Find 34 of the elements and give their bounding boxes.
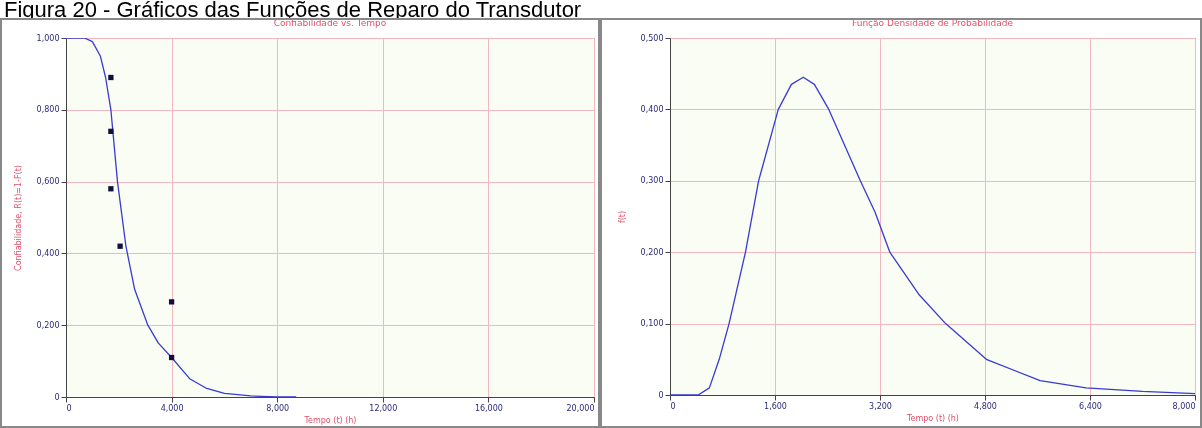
- point: [168, 299, 175, 305]
- point: [108, 186, 114, 192]
- x-axis-title: Tempo (t) (h): [303, 415, 357, 425]
- y-tick-label: 0: [54, 392, 60, 402]
- x-tick-label: 1,600: [764, 401, 787, 411]
- point: [108, 128, 114, 134]
- x-tick-label: 3,200: [869, 401, 892, 411]
- x-tick-label: 0: [670, 401, 676, 411]
- y-tick-label: 0,200: [640, 247, 664, 257]
- y-axis-title: f(t): [617, 210, 627, 224]
- point: [117, 243, 123, 249]
- y-tick-label: 1,000: [36, 33, 60, 43]
- x-tick-label: 4,800: [974, 401, 997, 411]
- y-tick-label: 0: [658, 390, 664, 400]
- y-tick-label: 0,600: [36, 177, 60, 187]
- y-tick-label: 0,400: [36, 248, 60, 258]
- x-tick-label: 12,000: [369, 403, 398, 413]
- y-axis-title: Confiabilidade, R(t)=1-F(t): [13, 165, 23, 271]
- x-axis-title: Tempo (t) (h): [906, 413, 959, 423]
- y-tick-label: 0,300: [640, 176, 664, 186]
- y-tick-label: 0,100: [640, 319, 664, 329]
- y-tick-label: 0,500: [640, 33, 664, 43]
- x-tick-label: 4,000: [160, 403, 184, 413]
- y-tick-label: 0,400: [640, 104, 664, 114]
- point: [108, 74, 114, 81]
- x-tick-label: 0: [66, 403, 72, 413]
- chart-title: Confiabilidade vs. Tempo: [273, 18, 387, 28]
- y-tick-label: 0,200: [36, 320, 60, 330]
- x-tick-label: 8,000: [1172, 401, 1196, 411]
- y-tick-label: 0,800: [36, 105, 60, 115]
- x-tick-label: 20,000: [566, 403, 595, 413]
- x-tick-label: 8,000: [266, 403, 290, 413]
- x-tick-label: 16,000: [474, 403, 503, 413]
- x-tick-label: 6,400: [1079, 401, 1102, 411]
